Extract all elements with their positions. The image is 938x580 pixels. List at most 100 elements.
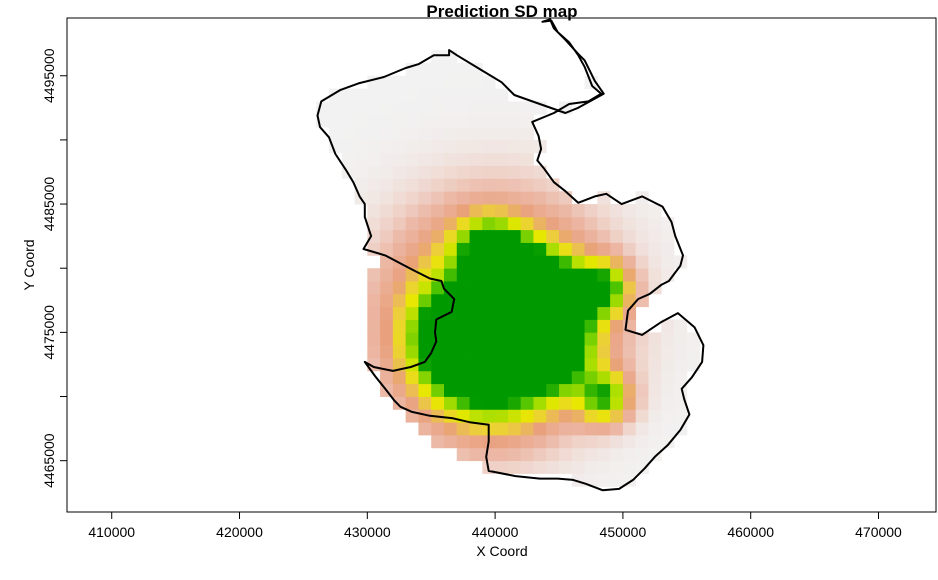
- sd-cell: [571, 447, 585, 462]
- sd-cell: [546, 293, 560, 308]
- x-tick-label: 430000: [344, 524, 391, 540]
- sd-cell: [661, 383, 675, 397]
- sd-cell: [597, 435, 611, 449]
- sd-cell: [443, 422, 458, 436]
- sd-cell: [597, 242, 611, 256]
- x-tick-label: 470000: [855, 524, 902, 540]
- sd-cell: [507, 447, 522, 462]
- sd-cell: [597, 345, 611, 359]
- sd-cell: [367, 152, 381, 166]
- sd-cell: [507, 306, 522, 320]
- sd-cell: [418, 396, 432, 410]
- sd-cell: [380, 75, 394, 89]
- sd-cell: [380, 255, 394, 269]
- sd-cell: [367, 293, 381, 308]
- sd-cell: [520, 114, 534, 128]
- sd-cell: [533, 216, 547, 231]
- sd-cell: [418, 101, 432, 115]
- map-title: Prediction SD map: [426, 2, 577, 21]
- sd-cell: [520, 409, 534, 423]
- sd-cell: [469, 114, 483, 128]
- sd-cell: [597, 204, 611, 218]
- sd-cell: [507, 242, 522, 256]
- sd-cell: [456, 62, 470, 77]
- sd-cell: [571, 216, 585, 231]
- sd-cell: [584, 229, 598, 243]
- sd-cell: [610, 345, 624, 359]
- sd-cell: [622, 370, 637, 385]
- sd-cell: [380, 306, 394, 320]
- sd-cell: [571, 242, 585, 256]
- sd-cell: [520, 306, 534, 320]
- sd-cell: [482, 216, 496, 231]
- sd-cell: [559, 435, 573, 449]
- sd-cell: [469, 242, 483, 256]
- sd-cell: [597, 255, 611, 269]
- sd-cell: [661, 242, 675, 256]
- sd-cell: [546, 204, 560, 218]
- sd-cell: [648, 268, 662, 282]
- sd-cell: [367, 268, 381, 282]
- sd-cell: [559, 409, 573, 423]
- sd-cell: [520, 422, 534, 436]
- sd-cell: [559, 216, 573, 231]
- sd-cell: [622, 332, 637, 346]
- sd-cell: [520, 204, 534, 218]
- sd-cell: [482, 447, 496, 462]
- sd-cell: [661, 229, 675, 243]
- sd-cell: [584, 255, 598, 269]
- sd-cell: [661, 435, 675, 449]
- sd-cell: [610, 204, 624, 218]
- sd-cell: [443, 75, 458, 89]
- sd-cell: [443, 139, 458, 154]
- sd-cell: [635, 332, 649, 346]
- sd-cell: [546, 306, 560, 320]
- sd-cell: [443, 396, 458, 410]
- sd-cell: [469, 165, 483, 179]
- sd-cell: [456, 293, 470, 308]
- sd-cell: [392, 139, 407, 154]
- sd-cell: [597, 409, 611, 423]
- sd-cell: [533, 422, 547, 436]
- sd-cell: [418, 255, 432, 269]
- sd-cell: [495, 178, 509, 192]
- sd-cell: [520, 191, 534, 205]
- sd-cell: [469, 127, 483, 141]
- sd-cell: [469, 332, 483, 346]
- sd-cell: [533, 293, 547, 308]
- sd-cell: [431, 435, 445, 449]
- sd-cell: [571, 460, 585, 474]
- sd-cell: [418, 204, 432, 218]
- sd-cell: [443, 255, 458, 269]
- sd-cell: [507, 293, 522, 308]
- sd-cell: [482, 383, 496, 397]
- sd-cell: [469, 88, 483, 102]
- sd-cell: [635, 435, 649, 449]
- sd-cell: [367, 281, 381, 295]
- sd-cell: [584, 370, 598, 385]
- sd-cell: [571, 319, 585, 333]
- sd-cell: [495, 435, 509, 449]
- sd-cell: [622, 229, 637, 243]
- sd-cell: [507, 422, 522, 436]
- sd-cell: [456, 422, 470, 436]
- sd-cell: [405, 114, 419, 128]
- sd-cell: [686, 358, 700, 372]
- sd-cell: [584, 242, 598, 256]
- sd-cell: [367, 345, 381, 359]
- sd-cell: [431, 165, 445, 179]
- sd-cell: [431, 370, 445, 385]
- sd-cell: [648, 255, 662, 269]
- sd-cell: [469, 358, 483, 372]
- sd-cell: [533, 358, 547, 372]
- sd-cell: [584, 422, 598, 436]
- sd-cell: [559, 306, 573, 320]
- sd-cell: [507, 178, 522, 192]
- sd-cell: [418, 229, 432, 243]
- sd-cell: [456, 75, 470, 89]
- sd-cell: [622, 409, 637, 423]
- sd-cell: [597, 306, 611, 320]
- sd-cell: [546, 447, 560, 462]
- sd-cell: [456, 204, 470, 218]
- sd-cell: [431, 383, 445, 397]
